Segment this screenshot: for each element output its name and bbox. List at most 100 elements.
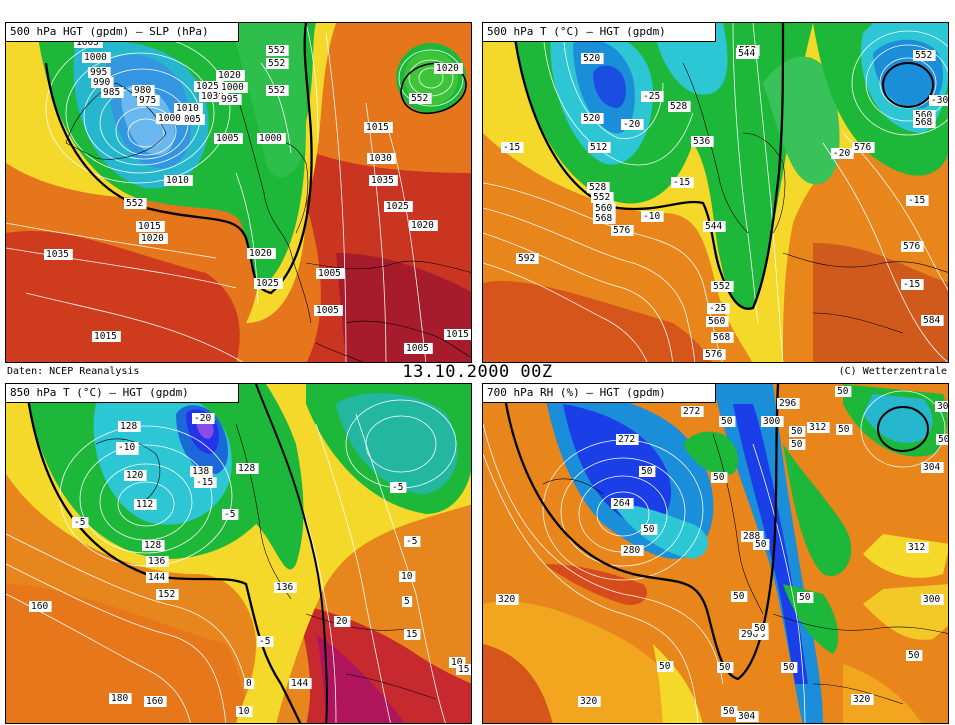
svg-text:1015: 1015 — [446, 329, 469, 340]
svg-text:568: 568 — [915, 117, 932, 128]
contour-label: 576 — [852, 142, 875, 153]
contour-label: 50 — [711, 472, 728, 483]
svg-text:180: 180 — [111, 693, 128, 704]
svg-text:985: 985 — [103, 87, 120, 98]
contour-label: 300 — [935, 401, 948, 412]
contour-label: 136 — [146, 556, 169, 567]
svg-text:50: 50 — [838, 424, 850, 435]
contour-label: 128 — [142, 540, 165, 551]
contour-label: 995 — [88, 67, 111, 78]
contour-label: 552 — [409, 93, 432, 104]
svg-text:152: 152 — [158, 589, 175, 600]
svg-text:1005: 1005 — [178, 114, 201, 125]
svg-text:544: 544 — [738, 48, 755, 59]
contour-label: 975 — [137, 95, 160, 106]
svg-text:1020: 1020 — [411, 220, 434, 231]
contour-label: 1015 — [444, 329, 471, 340]
svg-text:300: 300 — [763, 416, 780, 427]
contour-label: 560 — [593, 203, 616, 214]
svg-text:272: 272 — [683, 406, 700, 417]
svg-text:576: 576 — [613, 225, 630, 236]
svg-text:560: 560 — [708, 316, 725, 327]
svg-text:-10: -10 — [643, 211, 660, 222]
svg-text:296: 296 — [741, 629, 758, 640]
contour-label: 520 — [581, 113, 604, 124]
contour-label: 552 — [591, 192, 614, 203]
svg-text:-20: -20 — [833, 148, 850, 159]
svg-text:-15: -15 — [903, 279, 920, 290]
contour-label: -15 — [901, 279, 924, 290]
svg-text:552: 552 — [593, 192, 610, 203]
svg-text:995: 995 — [221, 94, 238, 105]
contour-label: 544 — [736, 48, 759, 59]
contour-label: 1015 — [92, 331, 121, 342]
svg-text:990: 990 — [93, 77, 110, 88]
svg-text:50: 50 — [938, 434, 949, 445]
contour-label: 1015 — [136, 221, 165, 232]
contour-label: 568 — [711, 332, 734, 343]
contour-label: 544 — [703, 221, 726, 232]
svg-text:-25: -25 — [709, 303, 726, 314]
svg-text:-15: -15 — [196, 477, 213, 488]
contour-label: 592 — [516, 253, 539, 264]
svg-text:144: 144 — [291, 678, 308, 689]
svg-text:138: 138 — [192, 466, 209, 477]
contour-label: 15 — [456, 664, 471, 675]
contour-label: 552 — [913, 50, 936, 61]
contour-label: 296 — [777, 398, 800, 409]
svg-text:10: 10 — [238, 706, 250, 717]
svg-text:975: 975 — [139, 95, 156, 106]
contour-label: 1025 — [254, 278, 283, 289]
svg-text:50: 50 — [783, 662, 795, 673]
svg-text:1020: 1020 — [436, 63, 459, 74]
contour-label: 320 — [851, 694, 874, 705]
svg-text:300: 300 — [923, 594, 940, 605]
svg-text:160: 160 — [146, 696, 163, 707]
contour-label: 576 — [703, 349, 726, 360]
contour-label: 50 — [936, 434, 949, 445]
contour-label: -10 — [641, 211, 664, 222]
contour-label: 576 — [901, 241, 924, 252]
contour-label: 1005 — [314, 305, 343, 316]
contour-label: 1005 — [404, 343, 433, 354]
svg-text:1005: 1005 — [318, 268, 341, 279]
svg-text:320: 320 — [580, 696, 597, 707]
contour-label: 1035 — [44, 249, 73, 260]
panel-850hpa-temp: -20128-10138128-15120-10112-5-5128136144… — [5, 383, 472, 724]
svg-text:112: 112 — [136, 499, 153, 510]
contour-label: 15 — [404, 629, 421, 640]
contour-label: 1015 — [364, 122, 393, 133]
svg-text:576: 576 — [854, 142, 871, 153]
contour-label: 1000 — [82, 52, 111, 63]
contour-label: 50 — [717, 662, 734, 673]
svg-text:-5: -5 — [392, 482, 403, 493]
svg-text:312: 312 — [908, 542, 925, 553]
contour-label: 50 — [657, 661, 674, 672]
svg-text:1025: 1025 — [196, 81, 219, 92]
contour-label: -30 — [929, 95, 948, 106]
svg-text:1000: 1000 — [158, 113, 181, 124]
contour-label: 50 — [836, 424, 853, 435]
contour-label: 1020 — [216, 70, 245, 81]
svg-text:50: 50 — [713, 472, 725, 483]
svg-text:288: 288 — [743, 531, 760, 542]
svg-text:-30: -30 — [931, 95, 948, 106]
svg-text:15: 15 — [458, 664, 469, 675]
panel-title: 700 hPa RH (%) — HGT (gpdm) — [483, 384, 716, 403]
contour-label: 138 — [190, 466, 213, 477]
svg-text:592: 592 — [518, 253, 535, 264]
svg-text:-20: -20 — [194, 413, 211, 424]
svg-text:584: 584 — [923, 315, 940, 326]
svg-text:144: 144 — [148, 572, 165, 583]
svg-text:50: 50 — [733, 591, 745, 602]
contour-label: 50 — [752, 623, 769, 634]
contour-label: 50 — [731, 591, 748, 602]
contour-label: 980 — [132, 85, 155, 96]
contour-label: 50 — [789, 426, 806, 437]
svg-text:20: 20 — [336, 616, 348, 627]
contour-label: 320 — [578, 696, 601, 707]
contour-label: 50 — [789, 439, 806, 450]
contour-label: 520 — [581, 53, 604, 64]
svg-text:512: 512 — [590, 142, 607, 153]
